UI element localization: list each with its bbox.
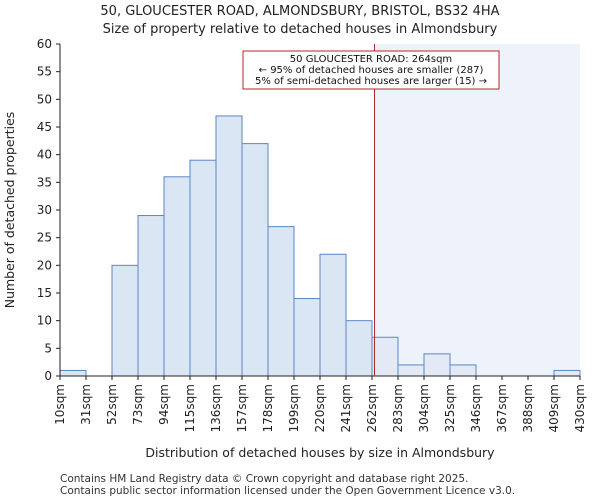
bar — [345, 320, 373, 377]
x-tick-label: 304sqm — [417, 384, 431, 432]
bar — [371, 336, 399, 377]
x-tick-label: 199sqm — [287, 384, 301, 432]
y-axis-label: Number of detached properties — [2, 112, 17, 309]
footer-line-2: Contains public sector information licen… — [60, 485, 515, 497]
bar — [163, 176, 191, 377]
y-tick-label: 20 — [37, 258, 52, 272]
y-tick-label: 50 — [37, 92, 52, 106]
bar — [267, 226, 295, 377]
y-tick-label: 15 — [37, 286, 52, 300]
y-tick-label: 55 — [37, 65, 52, 79]
x-tick-label: 220sqm — [313, 384, 327, 432]
bar — [319, 253, 347, 377]
x-tick-label: 409sqm — [547, 384, 561, 432]
x-tick-label: 73sqm — [131, 384, 145, 425]
y-tick-label: 10 — [37, 314, 52, 328]
bar — [111, 264, 139, 377]
y-tick-label: 30 — [37, 203, 52, 217]
x-tick-label: 94sqm — [157, 384, 171, 425]
x-tick-label: 241sqm — [339, 384, 353, 432]
x-tick-label: 367sqm — [495, 384, 509, 432]
x-tick-label: 283sqm — [391, 384, 405, 432]
footer-line-1: Contains HM Land Registry data © Crown c… — [60, 473, 468, 485]
y-tick-label: 60 — [37, 37, 52, 51]
bar — [215, 115, 243, 377]
x-tick-label: 52sqm — [105, 384, 119, 425]
annotation-box — [242, 50, 500, 90]
y-tick-label: 40 — [37, 148, 52, 162]
x-tick-label: 346sqm — [469, 384, 483, 432]
x-tick-label: 430sqm — [573, 384, 587, 432]
chart-subtitle: Size of property relative to detached ho… — [103, 22, 498, 37]
x-tick-label: 388sqm — [521, 384, 535, 432]
bar — [241, 143, 269, 377]
bar — [137, 215, 165, 377]
bar — [553, 369, 581, 377]
bar — [423, 353, 451, 377]
y-tick-label: 25 — [37, 231, 52, 245]
highlight-region — [374, 44, 580, 376]
bar — [189, 159, 217, 377]
bar — [449, 364, 477, 377]
bar — [59, 369, 87, 377]
bar — [397, 364, 425, 377]
x-axis-label: Distribution of detached houses by size … — [145, 445, 495, 460]
x-tick-label: 157sqm — [235, 384, 249, 432]
chart-title: 50, GLOUCESTER ROAD, ALMONDSBURY, BRISTO… — [100, 4, 499, 19]
x-tick-label: 10sqm — [53, 384, 67, 425]
x-tick-label: 178sqm — [261, 384, 275, 432]
x-tick-label: 31sqm — [79, 384, 93, 425]
y-tick-label: 0 — [44, 369, 52, 383]
bar — [293, 298, 321, 377]
annotation-line-2: ← 95% of detached houses are smaller (28… — [259, 65, 484, 76]
annotation-line-1: 50 GLOUCESTER ROAD: 264sqm — [290, 54, 452, 65]
y-tick-label: 45 — [37, 120, 52, 134]
x-tick-label: 325sqm — [443, 384, 457, 432]
x-tick-label: 136sqm — [209, 384, 223, 432]
y-tick-label: 5 — [44, 341, 52, 355]
x-tick-label: 262sqm — [365, 384, 379, 432]
y-tick-label: 35 — [37, 175, 52, 189]
annotation-line-3: 5% of semi-detached houses are larger (1… — [255, 76, 487, 87]
x-tick-label: 115sqm — [183, 384, 197, 432]
